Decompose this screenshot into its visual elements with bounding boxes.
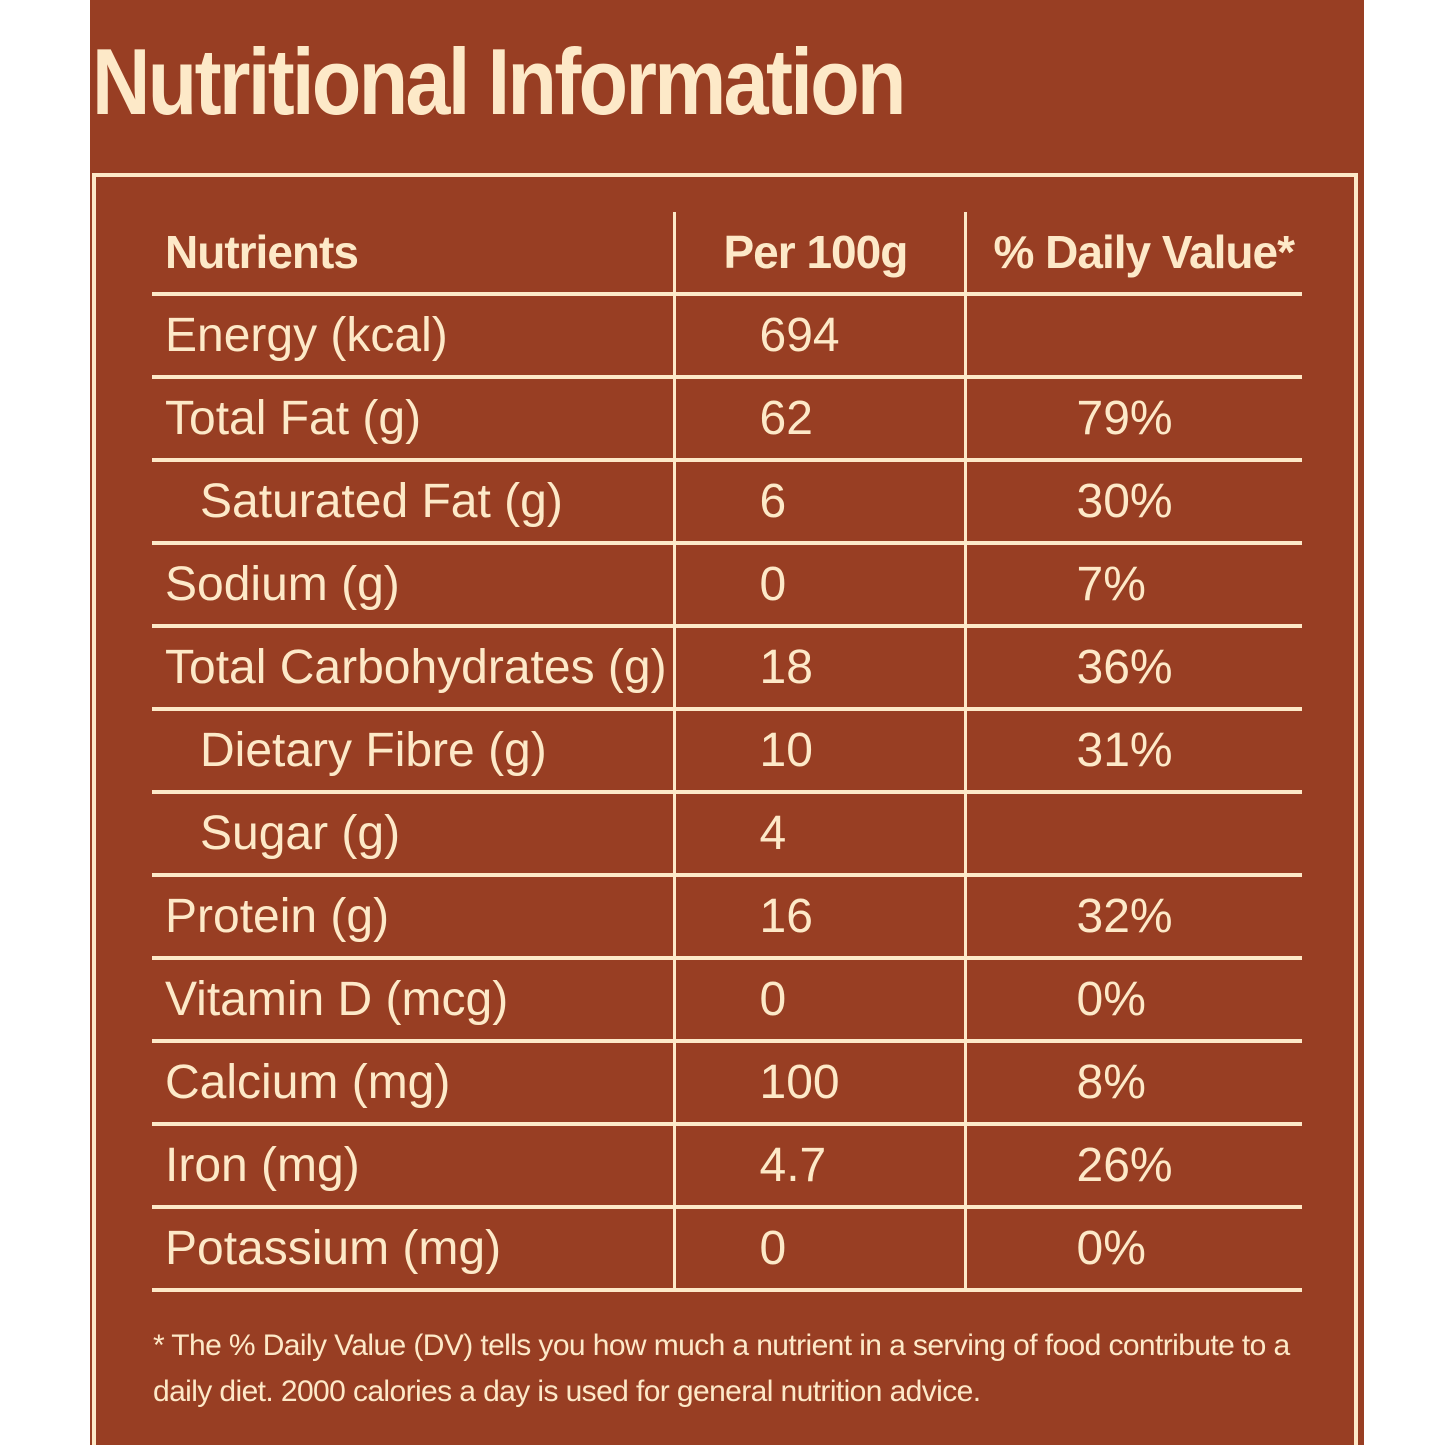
- table-row: Sugar (g) 4: [152, 792, 1302, 877]
- nutrient-daily-value: 31%: [963, 709, 1302, 794]
- table-row: Dietary Fibre (g) 10 31%: [152, 709, 1302, 794]
- table-row: Vitamin D (mcg) 0 0%: [152, 958, 1302, 1043]
- nutrient-amount: 62: [672, 377, 965, 462]
- nutrient-amount: 18: [672, 626, 965, 711]
- nutrient-amount: 6: [672, 460, 965, 545]
- nutrient-daily-value: 0%: [963, 958, 1302, 1043]
- nutrient-name: Total Carbohydrates (g): [152, 626, 674, 711]
- nutrient-name: Sodium (g): [152, 543, 674, 628]
- nutrient-amount: 10: [672, 709, 965, 794]
- header-per-100g: Per 100g: [672, 212, 965, 296]
- page-title: Nutritional Information: [92, 29, 906, 134]
- nutrient-name: Sugar (g): [152, 792, 674, 877]
- nutrient-name: Calcium (mg): [152, 1041, 674, 1126]
- nutrient-name: Total Fat (g): [152, 377, 674, 462]
- nutrient-daily-value: 32%: [963, 875, 1302, 960]
- nutrient-amount: 100: [672, 1041, 965, 1126]
- table-header-row: Nutrients Per 100g % Daily Value*: [152, 212, 1302, 296]
- table-row: Iron (mg) 4.7 26%: [152, 1124, 1302, 1209]
- nutrient-name: Saturated Fat (g): [152, 460, 674, 545]
- nutrient-amount: 4.7: [672, 1124, 965, 1209]
- nutrient-name: Dietary Fibre (g): [152, 709, 674, 794]
- nutrient-amount: 0: [672, 1207, 965, 1292]
- nutrient-daily-value: 79%: [963, 377, 1302, 462]
- nutrient-name: Energy (kcal): [152, 294, 674, 379]
- header-nutrients: Nutrients: [152, 212, 674, 296]
- nutrition-table-container: Nutrients Per 100g % Daily Value* Energy…: [152, 212, 1302, 1292]
- table-row: Sodium (g) 0 7%: [152, 543, 1302, 628]
- nutrient-daily-value: [963, 294, 1302, 379]
- nutrient-daily-value: 0%: [963, 1207, 1302, 1292]
- table-row: Saturated Fat (g) 6 30%: [152, 460, 1302, 545]
- nutrient-daily-value: 26%: [963, 1124, 1302, 1209]
- header-daily-value: % Daily Value*: [963, 212, 1302, 296]
- nutrient-amount: 4: [672, 792, 965, 877]
- nutrient-name: Iron (mg): [152, 1124, 674, 1209]
- nutrition-table: Nutrients Per 100g % Daily Value* Energy…: [152, 212, 1302, 1292]
- nutrient-daily-value: 8%: [963, 1041, 1302, 1126]
- nutrient-daily-value: 7%: [963, 543, 1302, 628]
- nutrient-name: Protein (g): [152, 875, 674, 960]
- nutrient-daily-value: 30%: [963, 460, 1302, 545]
- nutrient-amount: 16: [672, 875, 965, 960]
- table-row: Total Carbohydrates (g) 18 36%: [152, 626, 1302, 711]
- nutrient-amount: 694: [672, 294, 965, 379]
- nutrient-name: Potassium (mg): [152, 1207, 674, 1292]
- nutrient-name: Vitamin D (mcg): [152, 958, 674, 1043]
- table-row: Energy (kcal) 694: [152, 294, 1302, 379]
- nutrient-daily-value: 36%: [963, 626, 1302, 711]
- nutrient-amount: 0: [672, 543, 965, 628]
- table-body: Energy (kcal) 694 Total Fat (g) 62 79% Satura…: [152, 294, 1302, 1292]
- table-row: Calcium (mg) 100 8%: [152, 1041, 1302, 1126]
- footnote: * The % Daily Value (DV) tells you how m…: [153, 1329, 1290, 1408]
- table-row: Potassium (mg) 0 0%: [152, 1207, 1302, 1292]
- table-row: Total Fat (g) 62 79%: [152, 377, 1302, 462]
- nutrient-daily-value: [963, 792, 1302, 877]
- table-row: Protein (g) 16 32%: [152, 875, 1302, 960]
- table-frame: [92, 173, 1358, 1445]
- nutrient-amount: 0: [672, 958, 965, 1043]
